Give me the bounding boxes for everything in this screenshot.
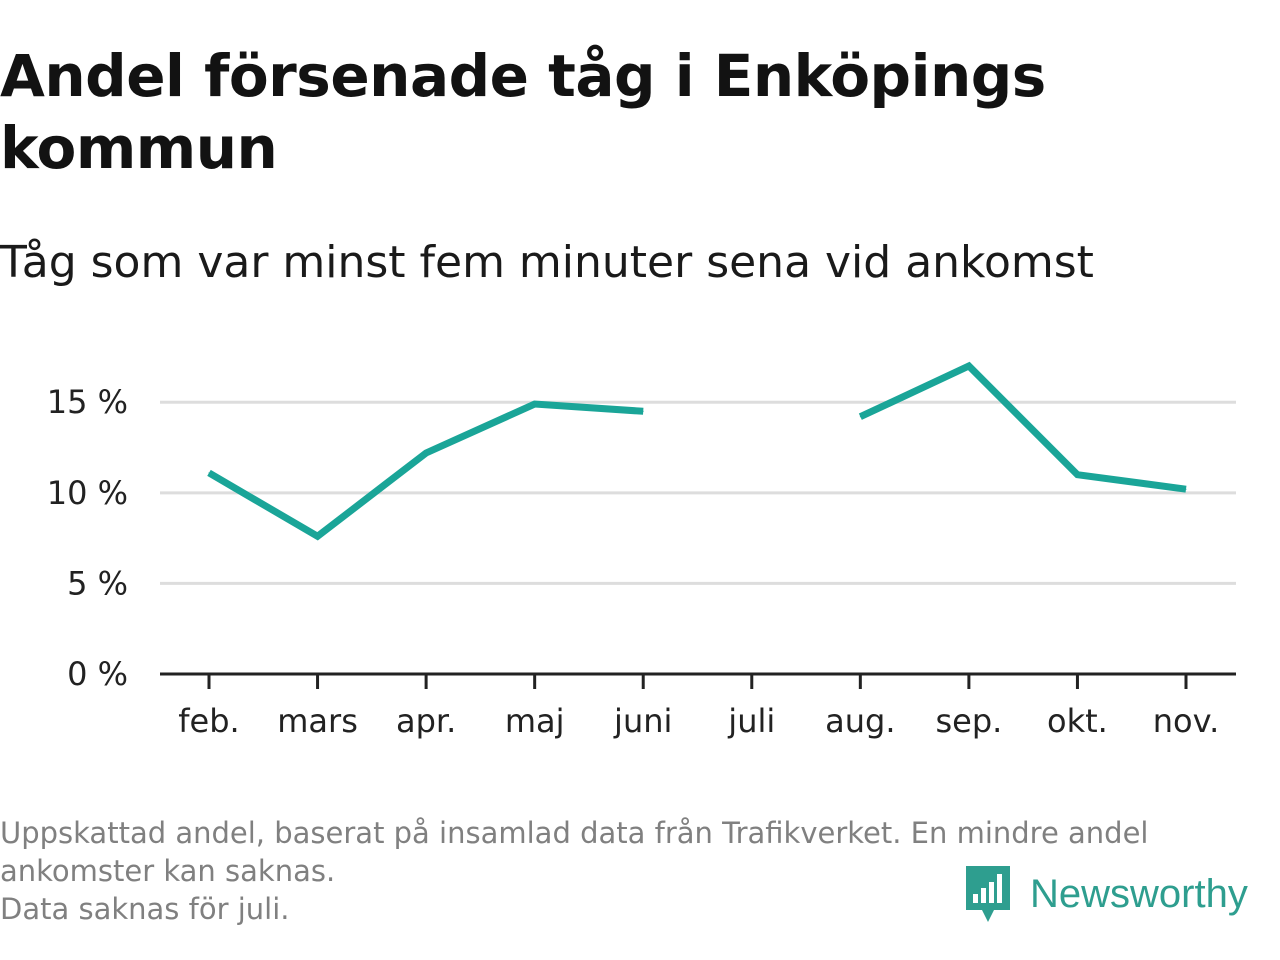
data-point bbox=[317, 535, 319, 537]
brand-name: Newsworthy bbox=[1030, 872, 1248, 916]
x-tick-label: sep. bbox=[935, 702, 1002, 740]
line-chart: 0 % 5 % 10 % 15 % feb. mars apr. maj juni juli au… bbox=[47, 361, 1236, 740]
series-line bbox=[207, 400, 644, 541]
brand-logo: Newsworthy bbox=[962, 862, 1248, 926]
data-point bbox=[1076, 474, 1078, 476]
y-tick-label: 10 % bbox=[47, 474, 128, 512]
x-tick-label: juli bbox=[727, 702, 775, 740]
y-tick-label: 0 % bbox=[67, 655, 128, 693]
y-tick-label: 5 % bbox=[67, 564, 128, 602]
series bbox=[207, 361, 1187, 541]
x-tick-label: apr. bbox=[396, 702, 456, 740]
y-axis: 0 % 5 % 10 % 15 % bbox=[47, 383, 128, 693]
data-point bbox=[208, 472, 210, 474]
data-point bbox=[859, 416, 861, 418]
data-point bbox=[534, 403, 536, 405]
x-tick-label: juni bbox=[613, 702, 672, 740]
footnote-line-1: Uppskattad andel, baserat på insamlad da… bbox=[0, 816, 1149, 850]
data-point bbox=[425, 452, 427, 454]
chart-subtitle: Tåg som var minst fem minuter sena vid a… bbox=[0, 237, 1094, 288]
footnote-line-2: ankomster kan saknas. bbox=[0, 854, 336, 888]
newsworthy-logo-icon bbox=[966, 866, 1010, 922]
x-tick-labels: feb. mars apr. maj juni juli aug. sep. okt. nov. bbox=[178, 702, 1219, 740]
x-tick-label: aug. bbox=[825, 702, 895, 740]
chart-title: Andel försenade tåg i Enköpings kommun bbox=[0, 42, 1046, 182]
footnote-line-3: Data saknas för juli. bbox=[0, 892, 290, 926]
x-axis bbox=[160, 672, 1236, 689]
data-point bbox=[642, 410, 644, 412]
gridlines bbox=[160, 400, 1236, 585]
x-tick-label: okt. bbox=[1047, 702, 1108, 740]
y-tick-label: 15 % bbox=[47, 383, 128, 421]
series-line bbox=[858, 361, 1187, 493]
footnote: Uppskattad andel, baserat på insamlad da… bbox=[0, 814, 1270, 928]
x-tick-label: feb. bbox=[178, 702, 239, 740]
x-tick-label: maj bbox=[505, 702, 565, 740]
x-tick-label: nov. bbox=[1153, 702, 1219, 740]
data-point bbox=[968, 365, 970, 367]
data-point bbox=[1185, 488, 1187, 490]
x-tick-label: mars bbox=[277, 702, 358, 740]
